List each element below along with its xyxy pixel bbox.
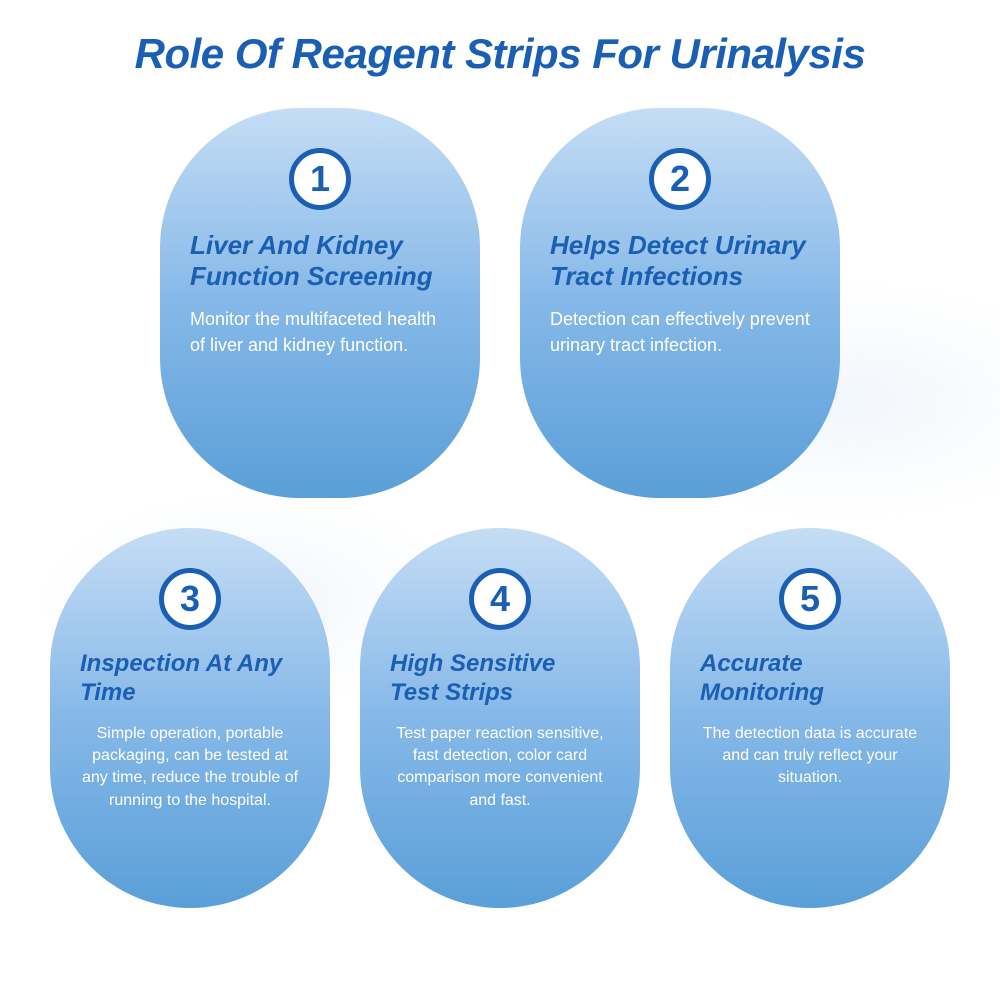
card-title-4: High Sensitive Test Strips	[390, 650, 610, 708]
card-title-2: Helps Detect Urinary Tract Infections	[550, 230, 810, 292]
card-title-5: Accurate Monitoring	[700, 650, 920, 708]
card-description-3: Simple operation, portable packaging, ca…	[80, 723, 300, 813]
card-description-1: Monitor the multifaceted health of liver…	[190, 307, 450, 357]
number-badge-1: 1	[289, 148, 351, 210]
card-description-4: Test paper reaction sensitive, fast dete…	[390, 723, 610, 813]
cards-row-top: 1 Liver And Kidney Function Screening Mo…	[40, 108, 960, 498]
number-badge-5: 5	[779, 568, 841, 630]
number-badge-4: 4	[469, 568, 531, 630]
card-title-1: Liver And Kidney Function Screening	[190, 230, 450, 292]
card-description-5: The detection data is accurate and can t…	[700, 723, 920, 790]
number-badge-2: 2	[649, 148, 711, 210]
card-2: 2 Helps Detect Urinary Tract Infections …	[520, 108, 840, 498]
card-1: 1 Liver And Kidney Function Screening Mo…	[160, 108, 480, 498]
cards-container: 1 Liver And Kidney Function Screening Mo…	[0, 98, 1000, 918]
card-4: 4 High Sensitive Test Strips Test paper …	[360, 528, 640, 908]
card-title-3: Inspection At Any Time	[80, 650, 300, 708]
cards-row-bottom: 3 Inspection At Any Time Simple operatio…	[40, 528, 960, 908]
card-3: 3 Inspection At Any Time Simple operatio…	[50, 528, 330, 908]
card-description-2: Detection can effectively prevent urinar…	[550, 307, 810, 357]
card-5: 5 Accurate Monitoring The detection data…	[670, 528, 950, 908]
number-badge-3: 3	[159, 568, 221, 630]
page-title: Role Of Reagent Strips For Urinalysis	[0, 0, 1000, 98]
